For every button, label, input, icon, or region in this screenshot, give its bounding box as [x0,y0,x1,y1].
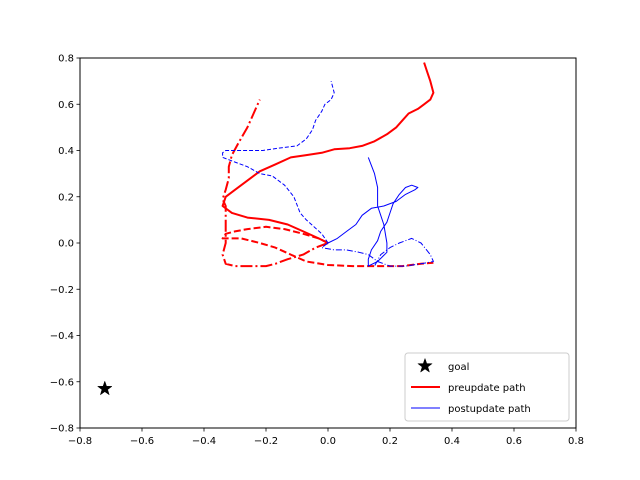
x-tick-label: −0.8 [68,436,92,447]
legend-label: goal [448,362,469,373]
series-layer [221,62,435,268]
y-tick-label: 0.4 [58,146,74,157]
goal-layer [96,380,113,396]
postupdate-path-dashdot [321,237,434,267]
x-tick-label: −0.4 [192,436,216,447]
goal-star-marker [96,380,113,396]
y-tick-label: −0.8 [50,424,74,435]
legend-goal-marker [417,357,433,373]
x-tick-label: −0.6 [130,436,154,447]
preupdate-path-dashdot [221,99,329,268]
y-tick-label: 0.6 [58,100,74,111]
y-tick-label: 0.8 [58,54,74,65]
x-tick-label: 0.0 [320,436,336,447]
x-tick-label: 0.8 [568,436,584,447]
y-tick-label: −0.2 [50,285,74,296]
x-tick-label: 0.6 [506,436,522,447]
y-tick-label: 0.0 [58,239,74,250]
x-axis: −0.8 −0.6 −0.4 −0.2 0.0 0.2 0.4 0.6 0.8 [68,428,584,447]
x-tick-label: 0.4 [444,436,460,447]
y-tick-label: −0.6 [50,377,74,388]
preupdate-path-solid [221,62,435,244]
y-tick-label: 0.2 [58,192,74,203]
postupdate-path-dashed [222,80,335,244]
x-tick-label: −0.2 [254,436,278,447]
legend: goal preupdate path postupdate path [404,352,570,422]
x-tick-label: 0.2 [382,436,398,447]
legend-label: preupdate path [448,383,526,394]
y-tick-label: −0.4 [50,331,74,342]
legend-box [404,352,570,422]
y-axis: −0.8 −0.6 −0.4 −0.2 0.0 0.2 0.4 0.6 0.8 [50,54,80,435]
postupdate-path-solid [327,157,419,267]
legend-label: postupdate path [448,404,531,415]
